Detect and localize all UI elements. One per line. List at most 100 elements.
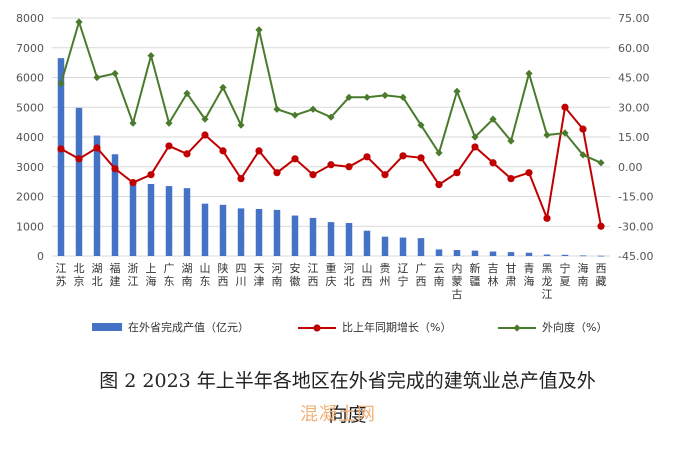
growth-point <box>237 175 245 183</box>
category-label: 河南 <box>272 262 283 288</box>
right-tick-label: 75.00 <box>618 12 650 25</box>
bar <box>147 184 155 256</box>
bar <box>399 237 407 256</box>
category-label: 山西 <box>362 262 373 288</box>
caption-line-1: 图 2 2023 年上半年各地区在外省完成的建筑业总产值及外 <box>99 370 596 392</box>
growth-point <box>129 179 137 187</box>
legend-label-output: 在外省完成产值（亿元） <box>128 320 249 334</box>
chart: 0 1000 2000 3000 4000 5000 6000 7000 8000 -45.00… <box>16 12 653 334</box>
growth-point <box>417 154 425 162</box>
growth-point <box>75 155 83 163</box>
outward-ratio-point <box>597 159 605 167</box>
outward-ratio-point <box>363 93 371 101</box>
outward-ratio-point <box>399 93 407 101</box>
growth-point <box>165 142 173 150</box>
bar <box>597 255 605 257</box>
outward-ratio-point <box>381 91 389 99</box>
category-labels: 江苏北京湖北福建浙江上海广东湖南山东陕西四川天津河南安徽江西重庆河北山西贵州辽宁… <box>56 261 607 301</box>
bar <box>561 254 569 256</box>
left-tick-label: 5000 <box>16 101 44 114</box>
growth-point <box>489 159 497 167</box>
category-label: 内蒙古 <box>452 261 463 301</box>
bar <box>327 222 335 256</box>
left-tick-label: 8000 <box>16 12 44 25</box>
outward-ratio-point <box>489 115 497 123</box>
right-axis-ticks: -45.00 -30.00 -15.00 0.00 15.00 30.00 45.00 60.… <box>618 12 653 263</box>
category-label: 广东 <box>164 262 175 288</box>
category-label: 北京 <box>74 262 85 288</box>
growth-point <box>435 181 443 189</box>
outward-ratio-point <box>57 79 65 88</box>
outward-ratio-point <box>147 52 155 60</box>
category-label: 湖南 <box>182 262 193 288</box>
bar <box>309 217 317 256</box>
outward-ratio-point <box>507 137 515 145</box>
growth-point <box>93 144 101 152</box>
outward-ratio-point <box>453 87 461 95</box>
left-tick-label: 2000 <box>16 191 44 204</box>
category-label: 青海 <box>524 262 535 288</box>
bar <box>75 107 83 256</box>
bar <box>525 252 533 256</box>
growth-point <box>561 103 569 111</box>
growth-point <box>543 214 551 222</box>
category-label: 天津 <box>254 262 265 288</box>
category-label: 山东 <box>200 262 211 288</box>
bar <box>255 208 263 256</box>
bar <box>417 238 425 256</box>
line-series <box>57 18 605 230</box>
growth-point <box>399 152 407 160</box>
figure-caption: 图 2 2023 年上半年各地区在外省完成的建筑业总产值及外 向度 <box>0 364 695 432</box>
category-label: 海南 <box>578 261 589 288</box>
category-label: 云南 <box>434 262 445 288</box>
category-label: 新疆 <box>470 261 481 288</box>
bar <box>165 186 173 256</box>
legend-swatch-bar <box>92 323 122 331</box>
legend-label-ratio: 外向度（%） <box>542 320 607 334</box>
bar <box>129 181 137 256</box>
outward-ratio-point <box>273 105 281 113</box>
outward-ratio-point <box>561 129 569 137</box>
category-label: 甘肃 <box>506 262 517 288</box>
growth-point <box>579 125 587 133</box>
category-label: 吉林 <box>488 262 499 288</box>
growth-point <box>327 161 335 169</box>
right-tick-label: 30.00 <box>618 101 650 114</box>
left-tick-label: 1000 <box>16 220 44 233</box>
bar <box>273 209 281 256</box>
bar <box>345 222 353 256</box>
outward-ratio-point <box>345 93 353 101</box>
left-tick-label: 0 <box>37 250 44 263</box>
outward-ratio-point <box>129 119 137 127</box>
growth-point <box>345 163 353 171</box>
outward-ratio-point <box>471 133 479 141</box>
bar <box>291 215 299 256</box>
growth-point <box>273 169 281 177</box>
category-label: 湖北 <box>92 262 103 288</box>
bar-series <box>57 58 605 257</box>
outward-ratio-line <box>60 18 602 164</box>
left-tick-label: 7000 <box>16 42 44 55</box>
bar <box>57 58 65 256</box>
category-label: 江苏 <box>56 262 67 288</box>
growth-point <box>201 131 209 139</box>
growth-point <box>309 171 317 179</box>
category-label: 黑龙江 <box>542 262 553 301</box>
growth-point <box>471 143 479 151</box>
category-label: 安徽 <box>290 261 301 288</box>
outward-ratio-point <box>255 26 263 34</box>
outward-ratio-point <box>111 69 119 78</box>
outward-ratio-point <box>93 73 101 82</box>
outward-ratio-point <box>417 121 425 129</box>
outward-ratio-point <box>579 151 587 159</box>
growth-point <box>525 169 533 177</box>
outward-ratio-point <box>327 113 335 121</box>
growth-point <box>507 175 515 183</box>
bar <box>507 252 515 256</box>
growth-point <box>363 153 371 161</box>
bar <box>489 251 497 256</box>
caption-line-2: 向度 <box>328 404 367 426</box>
right-tick-label: -30.00 <box>618 220 653 233</box>
bar <box>381 236 389 256</box>
right-tick-label: -45.00 <box>618 250 653 263</box>
